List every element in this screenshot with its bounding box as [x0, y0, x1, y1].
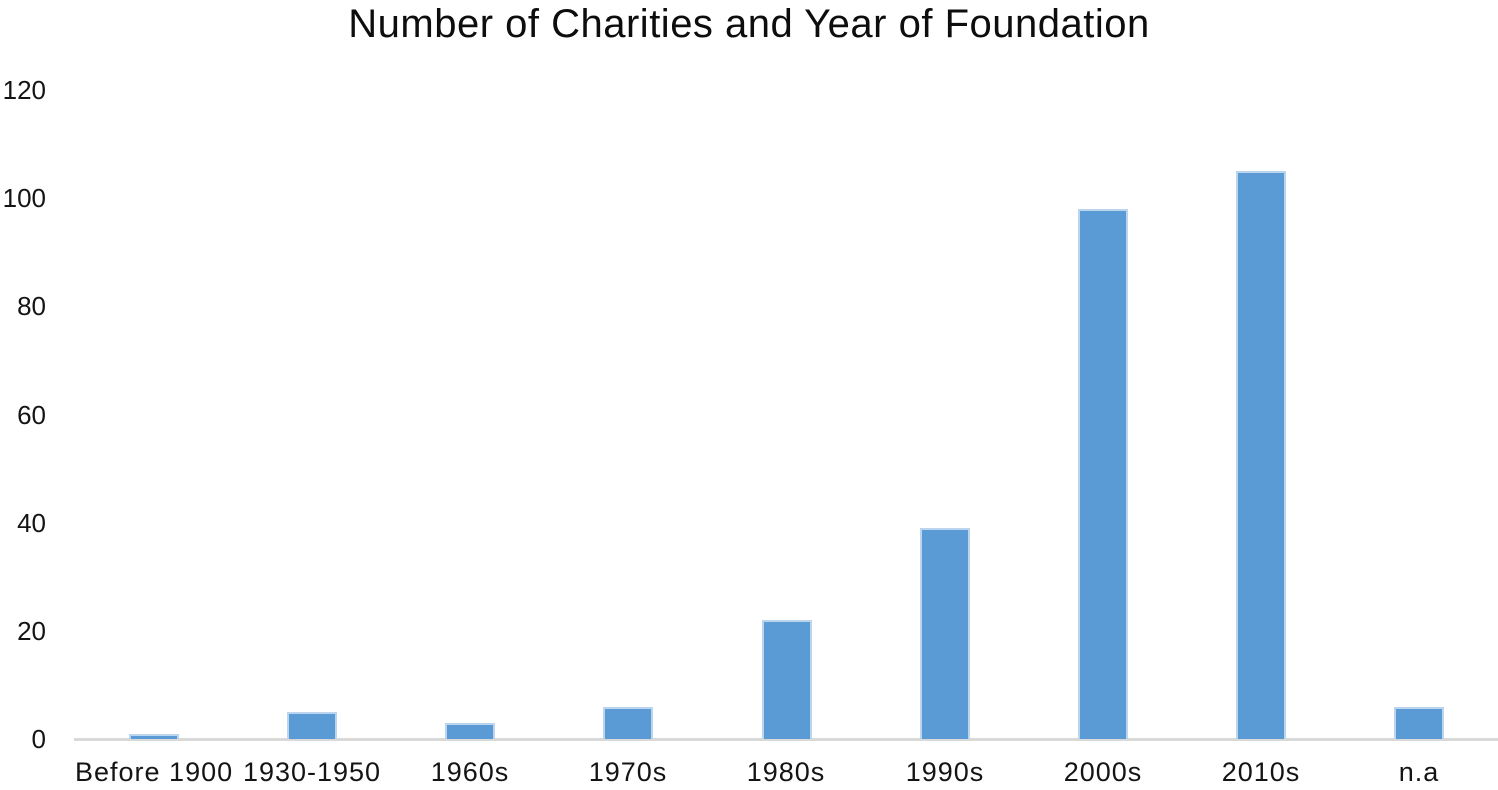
bar-1970s [603, 707, 653, 739]
x-tick-label-1930-1950: 1930-1950 [242, 757, 382, 787]
bar-2010s [1236, 171, 1286, 739]
x-tick-label-before-1900: Before 1900 [75, 757, 234, 787]
y-tick-label-100: 100 [2, 183, 46, 214]
y-tick-label-0: 0 [31, 724, 46, 754]
chart-title: Number of Charities and Year of Foundati… [348, 2, 1150, 46]
bar-1990s [920, 528, 970, 739]
bar-2000s [1078, 209, 1128, 739]
x-axis-line [74, 737, 1498, 741]
y-tick-label-60: 60 [17, 399, 46, 430]
y-tick-label-120: 120 [2, 75, 46, 105]
bar-1960s [445, 723, 495, 739]
x-tick-label-1990s: 1990s [905, 757, 985, 787]
bar-n-a [1394, 707, 1444, 739]
x-tick-label-n-a: n.a [1398, 757, 1440, 787]
bar-before-1900 [129, 734, 179, 739]
y-tick-label-20: 20 [17, 615, 46, 646]
x-tick-label-2010s: 2010s [1221, 757, 1301, 787]
x-tick-label-2000s: 2000s [1063, 757, 1143, 787]
y-tick-label-40: 40 [17, 507, 46, 538]
x-tick-label-1980s: 1980s [746, 757, 826, 787]
bar-1980s [762, 620, 812, 739]
y-tick-label-80: 80 [17, 291, 46, 322]
bar-1930-1950 [287, 712, 337, 739]
x-tick-label-1970s: 1970s [588, 757, 668, 787]
x-tick-label-1960s: 1960s [430, 757, 510, 787]
